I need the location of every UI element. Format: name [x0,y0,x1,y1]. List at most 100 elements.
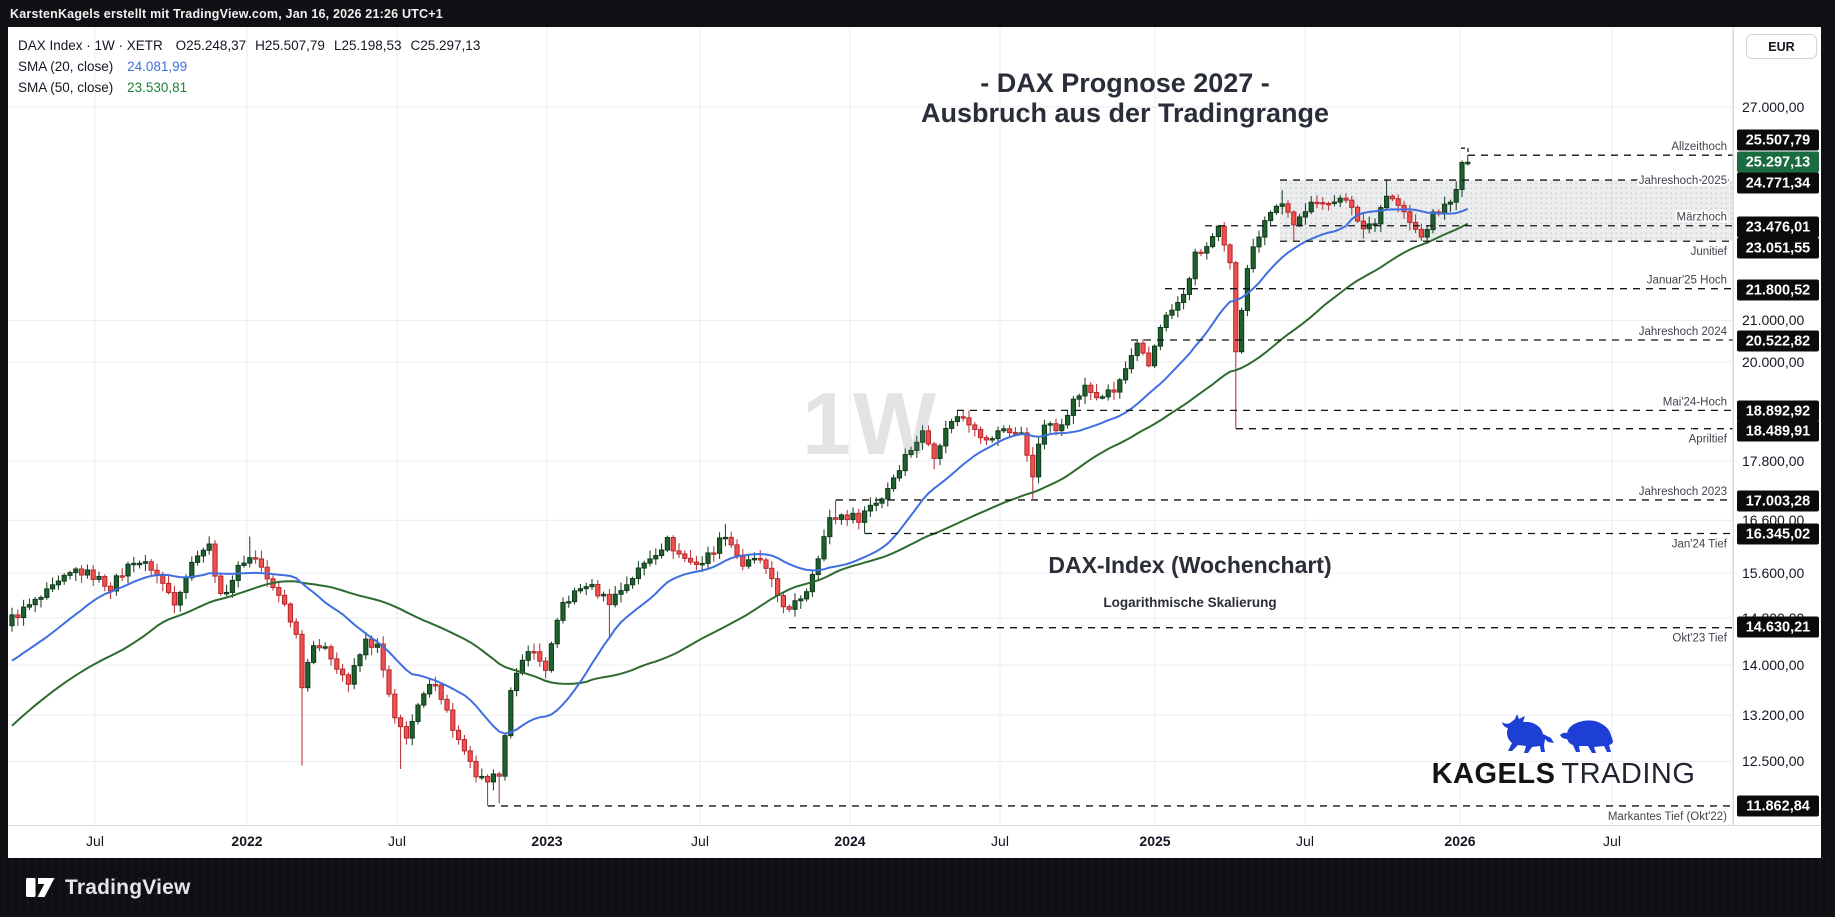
candle[interactable] [514,668,520,697]
candle[interactable] [1070,395,1077,424]
candle[interactable] [351,658,357,690]
legend-symbol-row[interactable]: DAX Index · 1W · XETR O25.248,37 H25.507,… [18,35,480,56]
candle[interactable] [728,531,734,548]
candle[interactable] [1384,180,1390,210]
candle[interactable] [722,524,728,547]
candle[interactable] [1239,307,1245,354]
candle[interactable] [804,588,810,602]
candle[interactable] [1337,194,1343,208]
candle[interactable] [1302,203,1309,225]
candle[interactable] [1065,409,1071,429]
candle[interactable] [386,665,392,698]
candle[interactable] [1244,264,1251,317]
candle[interactable] [908,446,914,458]
candle[interactable] [1459,160,1465,197]
candle[interactable] [577,584,583,594]
candle[interactable] [403,721,409,745]
candle[interactable] [1111,381,1117,400]
candle[interactable] [357,653,363,673]
candle[interactable] [1001,425,1007,434]
candle[interactable] [1210,233,1216,249]
candle[interactable] [1123,361,1129,384]
candle[interactable] [531,643,537,660]
candle[interactable] [659,543,665,559]
candle[interactable] [1088,382,1094,401]
candle[interactable] [113,573,120,596]
candle[interactable] [693,555,699,570]
candle[interactable] [560,597,566,624]
candle[interactable] [496,771,502,804]
candle[interactable] [90,565,96,587]
candle[interactable] [879,497,885,509]
candle[interactable] [891,474,897,492]
candle[interactable] [502,733,508,781]
candle[interactable] [769,561,775,588]
candle[interactable] [1349,196,1355,216]
candle[interactable] [1192,248,1198,286]
candle[interactable] [1146,346,1152,368]
candle[interactable] [137,560,143,569]
candle[interactable] [786,604,792,613]
candle[interactable] [212,540,218,583]
candle[interactable] [1453,181,1459,211]
candle[interactable] [920,425,926,450]
candle[interactable] [972,421,978,437]
candle[interactable] [1297,213,1303,228]
candle[interactable] [61,573,67,585]
candle[interactable] [398,714,404,769]
candle[interactable] [1099,394,1106,400]
legend-sma20-row[interactable]: SMA (20, close) 24.081,99 [18,56,480,77]
candle[interactable] [282,590,288,607]
candle[interactable] [618,582,624,603]
candle[interactable] [293,618,299,639]
candle[interactable] [340,664,346,682]
candle[interactable] [374,638,380,653]
candle[interactable] [438,682,444,705]
candle[interactable] [79,565,85,583]
candle[interactable] [583,582,589,596]
sma20-label[interactable]: SMA (20, close) [18,59,114,74]
candle[interactable] [467,745,473,769]
candle[interactable] [1030,447,1036,499]
candle[interactable] [554,617,560,648]
sma20-line[interactable] [11,207,1469,735]
candle[interactable] [1273,204,1280,215]
candle[interactable] [1157,324,1164,351]
candle[interactable] [1308,196,1314,215]
candle[interactable] [334,652,340,674]
candle[interactable] [1105,384,1111,401]
candle[interactable] [224,584,230,597]
candle[interactable] [1175,296,1181,318]
candle[interactable] [699,556,705,572]
candle[interactable] [1198,248,1204,257]
price-axis[interactable]: EUR 27.000,00 21.000,00 20.000,00 17.800,00… [1733,27,1822,825]
candle[interactable] [763,557,769,574]
candle[interactable] [537,643,543,667]
candle[interactable] [276,582,282,603]
candle[interactable] [55,575,61,590]
candle[interactable] [1094,384,1100,401]
candle[interactable] [166,574,172,595]
candle[interactable] [914,435,920,458]
candle[interactable] [461,734,467,755]
candle[interactable] [1378,204,1384,233]
candle[interactable] [1447,199,1454,212]
candle[interactable] [450,703,456,738]
candle[interactable] [635,561,641,585]
candle[interactable] [983,435,989,446]
candle[interactable] [1227,242,1233,270]
candle[interactable] [676,543,682,559]
candle[interactable] [780,591,786,614]
candle[interactable] [1134,340,1140,362]
candle[interactable] [241,555,247,568]
candle[interactable] [966,410,972,433]
candle[interactable] [711,546,717,562]
candle[interactable] [26,598,32,611]
candle[interactable] [1326,201,1332,211]
candle[interactable] [1181,288,1187,310]
candle[interactable] [954,410,960,427]
candle[interactable] [717,532,723,560]
candle[interactable] [867,497,873,517]
candle[interactable] [1418,223,1425,241]
candle[interactable] [1152,344,1158,368]
